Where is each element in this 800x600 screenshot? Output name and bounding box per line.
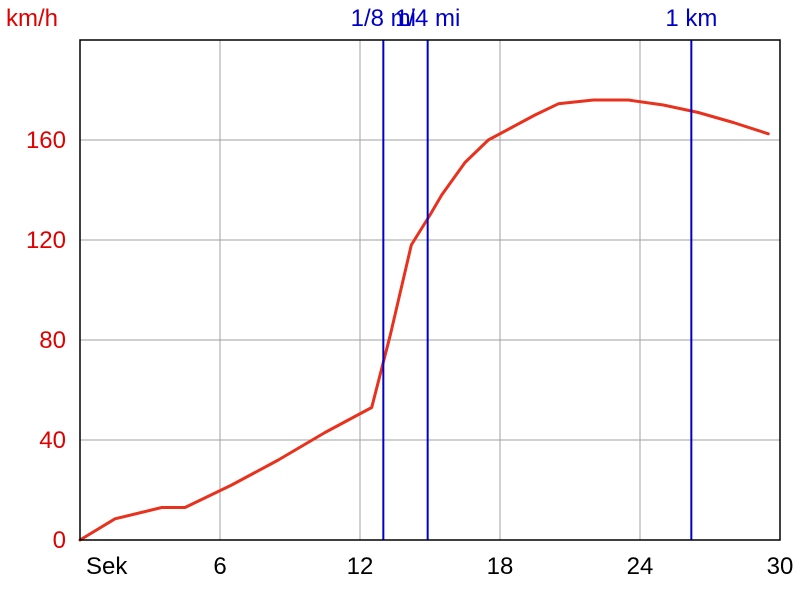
marker-label: 1/8 mi xyxy=(351,5,416,32)
y-tick-label: 0 xyxy=(53,527,66,554)
x-tick-label: 12 xyxy=(347,553,374,580)
x-tick-label: 24 xyxy=(627,553,654,580)
y-axis-label: km/h xyxy=(6,5,58,32)
y-tick-label: 40 xyxy=(39,427,66,454)
y-tick-labels: 0 40 80 120 160 xyxy=(26,127,66,554)
grid-lines xyxy=(80,40,780,540)
speed-series-line xyxy=(78,98,770,542)
distance-markers: 1/8 mi1/4 mi 1 km xyxy=(351,5,717,540)
plot-frame xyxy=(79,39,781,541)
x-tick-labels: 6 12 18 24 30 xyxy=(213,553,793,580)
marker-label: 1/4 mi xyxy=(395,5,460,32)
x-tick-label: 6 xyxy=(213,553,226,580)
x-tick-label: 18 xyxy=(487,553,514,580)
y-tick-label: 160 xyxy=(26,127,66,154)
series-layer xyxy=(78,98,770,542)
y-tick-label: 80 xyxy=(39,327,66,354)
x-tick-label: 30 xyxy=(767,553,794,580)
marker-label: 1 km xyxy=(665,5,717,32)
x-axis-label: Sek xyxy=(86,553,128,580)
y-tick-label: 120 xyxy=(26,227,66,254)
